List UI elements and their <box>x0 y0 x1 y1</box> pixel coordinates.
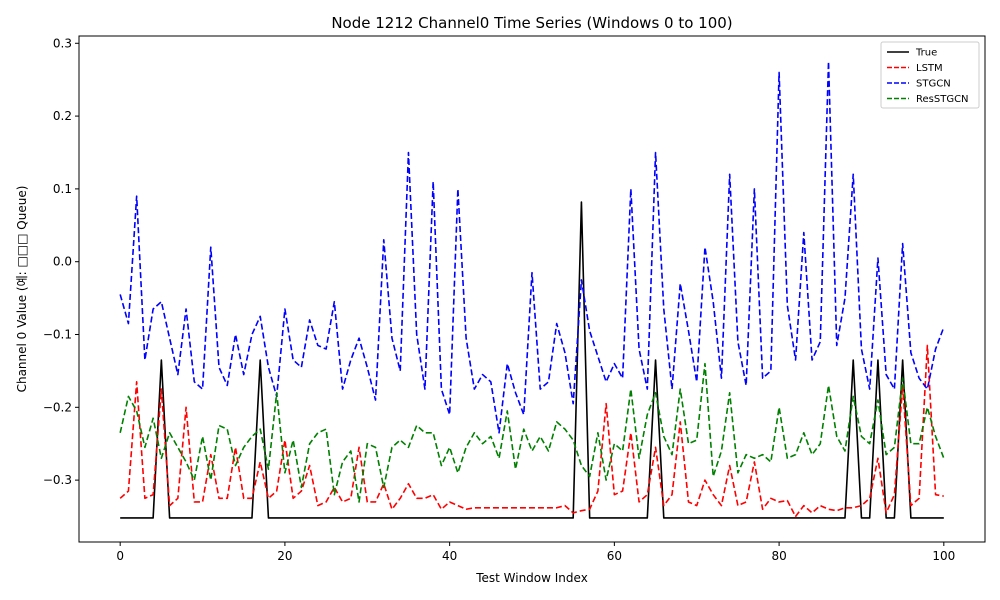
series-line-true <box>120 201 944 519</box>
series-layer <box>119 60 945 519</box>
legend-label-true: True <box>915 48 937 59</box>
x-tick-label: 0 <box>116 549 124 563</box>
x-axis-ticks: 0 20 40 60 80 100 <box>116 542 955 563</box>
y-tick-label: 0.0 <box>53 255 72 269</box>
y-tick-label: −0.2 <box>43 400 72 414</box>
legend-items: True LSTM STGCN ResSTGCN <box>887 48 969 105</box>
y-tick-label: 0.2 <box>53 109 72 123</box>
y-tick-label: −0.3 <box>43 473 72 487</box>
x-tick-label: 40 <box>442 549 457 563</box>
y-tick-label: −0.1 <box>43 328 72 342</box>
x-tick-label: 60 <box>607 549 622 563</box>
y-axis-title: Channel 0 Value (예: □□□ Queue) <box>15 186 29 393</box>
y-tick-label: 0.1 <box>53 182 72 196</box>
legend: True LSTM STGCN ResSTGCN <box>880 41 980 109</box>
legend-label-stgcn: STGCN <box>916 79 951 90</box>
x-axis-title: Test Window Index <box>475 571 588 585</box>
series-line-resstgcn <box>119 362 945 503</box>
y-tick-label: 0.3 <box>53 36 72 50</box>
x-tick-label: 80 <box>771 549 786 563</box>
x-tick-label: 100 <box>932 549 955 563</box>
legend-label-resstgcn: ResSTGCN <box>916 94 969 105</box>
plot-frame <box>78 35 986 543</box>
legend-frame <box>880 41 980 109</box>
series-line-stgcn <box>119 60 945 434</box>
y-axis-ticks: −0.3 −0.2 −0.1 0.0 0.1 0.2 0.3 <box>43 36 79 487</box>
series-line-lstm <box>119 344 944 518</box>
legend-label-lstm: LSTM <box>916 63 943 74</box>
chart-title: Node 1212 Channel0 Time Series (Windows … <box>331 14 732 32</box>
x-tick-label: 20 <box>277 549 292 563</box>
